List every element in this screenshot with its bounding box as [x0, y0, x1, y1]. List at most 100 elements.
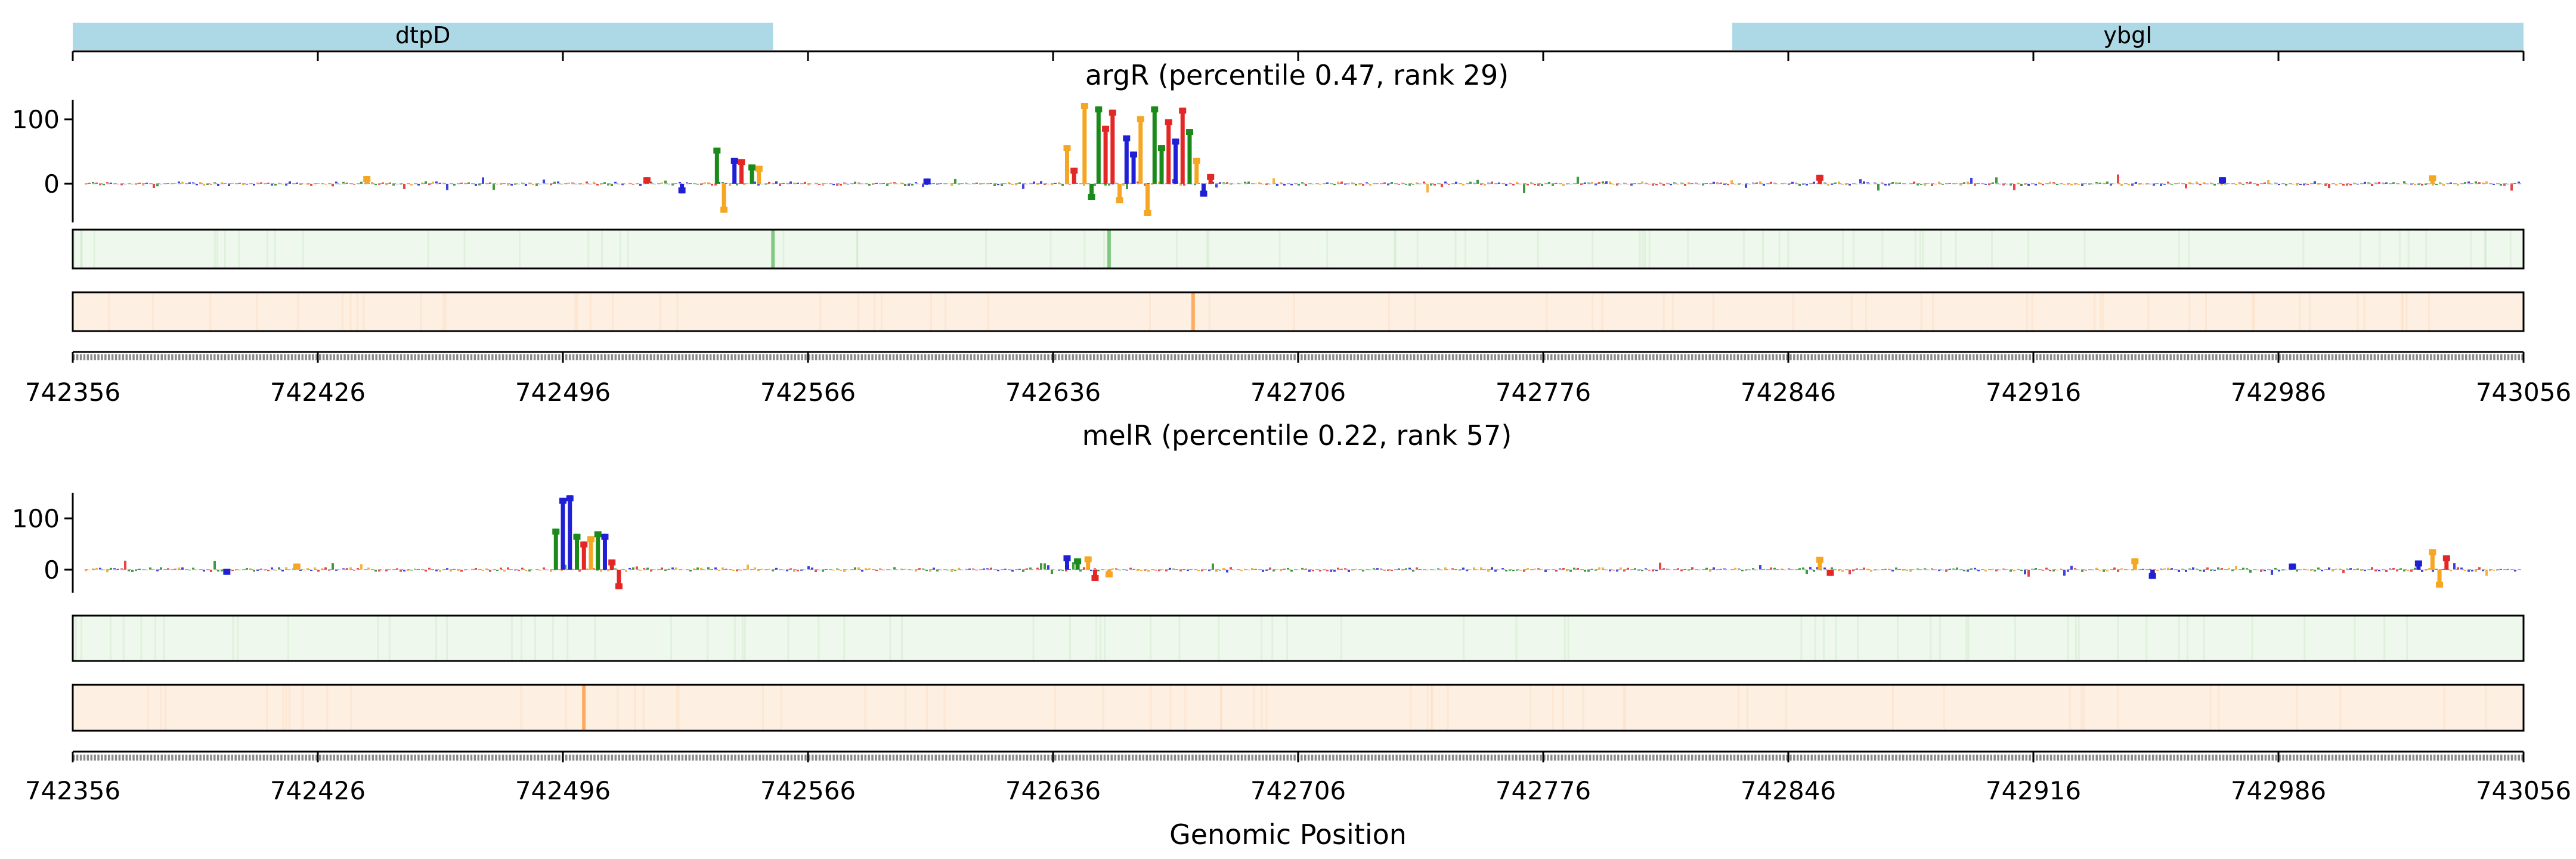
logo-peak — [617, 570, 621, 589]
logo-peak — [757, 165, 761, 184]
logo-peak-cap — [223, 568, 231, 575]
logo-peak — [732, 157, 737, 184]
conservation-bg — [73, 616, 2524, 661]
x-tick-label: 742706 — [1250, 378, 1346, 407]
logo-peak-cap — [608, 559, 616, 566]
logo-peak-cap — [643, 177, 651, 184]
logo-peak-cap — [755, 165, 763, 172]
logo-peak-cap — [720, 206, 728, 213]
conservation-highlight — [1107, 230, 1111, 268]
coverage-bg — [73, 292, 2524, 331]
logo-peak-cap — [1158, 145, 1166, 152]
logo-peak-cap — [1080, 103, 1088, 109]
logo-peak-cap — [559, 498, 566, 504]
x-tick-label: 742916 — [1986, 776, 2081, 805]
x-tick-label: 742776 — [1496, 378, 1591, 407]
logo-peak-cap — [1116, 197, 1123, 203]
x-tick-label: 742566 — [760, 776, 856, 805]
logo-peak — [1138, 116, 1143, 184]
x-tick-label: 742426 — [270, 378, 366, 407]
logo-peak — [1818, 557, 1822, 570]
y-tick-label: 100 — [12, 504, 60, 533]
logo-peak-cap — [1123, 135, 1131, 141]
logo-peak — [1180, 107, 1185, 184]
logo-peak — [2444, 555, 2449, 570]
logo-peak — [1131, 152, 1136, 184]
logo-peak-cap — [1105, 571, 1113, 577]
logo-peak-cap — [1070, 168, 1078, 174]
x-tick-label: 743056 — [2476, 776, 2571, 805]
logo-peak — [574, 533, 579, 570]
logo-peak — [1110, 109, 1115, 184]
logo-peak — [1145, 184, 1150, 216]
x-tick-label: 742846 — [1741, 378, 1836, 407]
panel-title: argR (percentile 0.47, rank 29) — [1085, 59, 1509, 91]
logo-peak — [1194, 157, 1199, 184]
x-tick-label: 742986 — [2231, 378, 2326, 407]
logo-peak-cap — [1826, 570, 1834, 576]
x-tick-label: 742986 — [2231, 776, 2326, 805]
sequence-strip — [73, 755, 2524, 761]
logo-peak-cap — [2219, 177, 2227, 184]
logo-peak-cap — [1130, 152, 1138, 157]
logo-peak — [1159, 145, 1164, 184]
x-axis-label: Genomic Position — [1169, 818, 1407, 851]
logo-peak-cap — [1179, 107, 1187, 114]
logo-peak-cap — [1144, 210, 1151, 216]
logo-peak-cap — [573, 533, 581, 540]
logo-peak-cap — [552, 529, 560, 535]
logo-peak-cap — [615, 583, 623, 589]
logo-peak — [602, 533, 607, 570]
coverage-track — [72, 291, 2525, 332]
logo-peak-cap — [2289, 563, 2296, 570]
logo-peak-cap — [1816, 557, 1823, 563]
logo-peak — [1072, 168, 1076, 184]
logo-peak — [1174, 138, 1178, 184]
logo-peak — [739, 159, 744, 184]
logo-peak-cap — [1151, 106, 1159, 113]
conservation-bg — [73, 230, 2524, 268]
logo-peak-cap — [1102, 125, 1110, 132]
logo-peak — [714, 147, 719, 184]
logo-peak-cap — [678, 187, 686, 194]
logo-peak-cap — [1200, 190, 1208, 197]
logo-peak-cap — [1816, 174, 1823, 181]
logo-peak — [561, 498, 565, 570]
x-tick-label: 742356 — [25, 378, 120, 407]
logo-peak-cap — [1063, 555, 1071, 561]
logo-peak — [589, 536, 593, 570]
logo-peak-cap — [2131, 558, 2139, 565]
logo-peak-cap — [1091, 574, 1099, 581]
conservation-highlight — [771, 230, 775, 268]
logo-peak-cap — [601, 533, 609, 540]
logo-peak — [1166, 119, 1171, 184]
gene-bar[interactable] — [1732, 23, 2524, 50]
x-tick-label: 742846 — [1741, 776, 1836, 805]
conservation-frame — [72, 614, 2525, 662]
coverage-highlight — [1191, 292, 1195, 331]
logo-peak — [2430, 549, 2435, 570]
logo-peak-cap — [748, 164, 756, 171]
conservation-track — [72, 614, 2525, 662]
logo-peak — [581, 541, 586, 570]
logo-peak — [1089, 184, 1094, 200]
logo-peak-cap — [566, 495, 574, 502]
logo-peak-cap — [587, 536, 595, 543]
y-tick-label: 100 — [12, 105, 60, 134]
logo-peak-cap — [1207, 174, 1215, 180]
x-tick-label: 743056 — [2476, 378, 2571, 407]
x-tick-label: 742706 — [1250, 776, 1346, 805]
logo-peak — [2437, 570, 2442, 588]
logo-peak-cap — [2436, 582, 2444, 588]
logo-peak-cap — [1084, 556, 1092, 563]
gene-label: ybgI — [2104, 22, 2153, 48]
coverage-track — [72, 684, 2525, 732]
gene-label: dtpD — [395, 22, 450, 48]
logo-peak — [596, 531, 600, 570]
x-tick-label: 742566 — [760, 378, 856, 407]
logo-peak — [568, 495, 572, 570]
logo-peak-cap — [1063, 145, 1071, 152]
logo-peak — [1064, 145, 1069, 184]
gene-bar[interactable] — [73, 23, 773, 50]
